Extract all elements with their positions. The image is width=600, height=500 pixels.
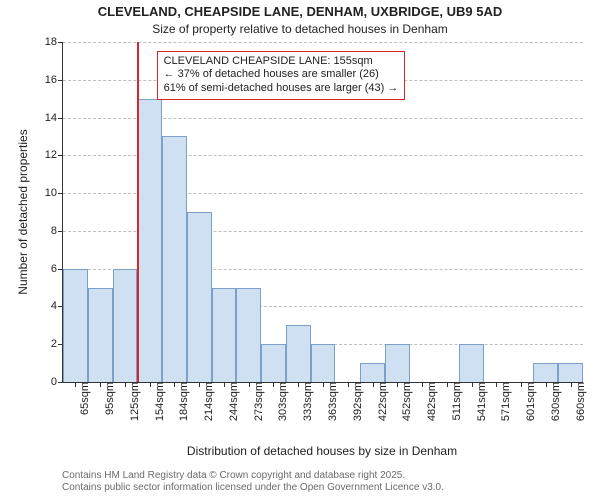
bar <box>187 212 212 382</box>
plot-area: 02468101214161865sqm95sqm125sqm154sqm184… <box>62 42 583 383</box>
bar <box>533 363 558 382</box>
ytick-label: 4 <box>51 300 63 312</box>
annotation-box: CLEVELAND CHEAPSIDE LANE: 155sqm← 37% of… <box>157 51 406 100</box>
bar <box>311 344 336 382</box>
title-line2: Size of property relative to detached ho… <box>152 22 448 36</box>
chart-container: CLEVELAND, CHEAPSIDE LANE, DENHAM, UXBRI… <box>0 0 600 500</box>
xtick-label: 511sqm <box>447 382 463 420</box>
ytick-label: 18 <box>45 36 63 48</box>
xtick-label: 363sqm <box>323 382 339 421</box>
bar <box>558 363 583 382</box>
xtick-label: 541sqm <box>472 382 488 421</box>
bar <box>459 344 484 382</box>
footnote-line2: Contains public sector information licen… <box>62 482 444 494</box>
bar <box>360 363 385 382</box>
bar <box>261 344 286 382</box>
ytick-label: 6 <box>51 263 63 275</box>
xtick-label: 214sqm <box>199 382 215 421</box>
bar <box>385 344 410 382</box>
xtick-label: 273sqm <box>249 382 265 421</box>
bar <box>286 325 311 382</box>
chart-title: CLEVELAND, CHEAPSIDE LANE, DENHAM, UXBRI… <box>0 4 600 19</box>
y-axis-label: Number of detached properties <box>16 42 30 382</box>
xtick-label: 333sqm <box>298 382 314 421</box>
xtick-label: 630sqm <box>546 382 562 421</box>
bar <box>162 136 187 382</box>
xtick-label: 392sqm <box>348 382 364 421</box>
annotation-line: CLEVELAND CHEAPSIDE LANE: 155sqm <box>164 55 399 69</box>
ytick-label: 2 <box>51 338 63 350</box>
bar <box>212 288 237 382</box>
bar <box>236 288 261 382</box>
title-line1: CLEVELAND, CHEAPSIDE LANE, DENHAM, UXBRI… <box>98 4 503 19</box>
ytick-label: 16 <box>45 74 63 86</box>
gridline <box>63 42 583 43</box>
xtick-label: 660sqm <box>571 382 587 421</box>
xtick-label: 244sqm <box>224 382 240 421</box>
ytick-label: 0 <box>51 376 63 388</box>
xtick-label: 422sqm <box>373 382 389 421</box>
xtick-label: 95sqm <box>100 382 116 415</box>
xtick-label: 303sqm <box>273 382 289 421</box>
xtick-label: 154sqm <box>150 382 166 421</box>
bar <box>137 99 162 382</box>
annotation-line: ← 37% of detached houses are smaller (26… <box>164 68 399 82</box>
ytick-label: 10 <box>45 187 63 199</box>
x-axis-label: Distribution of detached houses by size … <box>62 444 582 458</box>
bar <box>113 269 138 382</box>
ytick-label: 8 <box>51 225 63 237</box>
footnote-line1: Contains HM Land Registry data © Crown c… <box>62 470 444 482</box>
footnote: Contains HM Land Registry data © Crown c… <box>62 470 444 494</box>
marker-line <box>137 42 139 382</box>
xtick-label: 571sqm <box>496 382 512 421</box>
ytick-label: 14 <box>45 112 63 124</box>
xtick-label: 452sqm <box>397 382 413 421</box>
ytick-label: 12 <box>45 149 63 161</box>
bar <box>63 269 88 382</box>
annotation-line: 61% of semi-detached houses are larger (… <box>164 82 399 96</box>
xtick-label: 125sqm <box>125 382 141 421</box>
xtick-label: 184sqm <box>174 382 190 421</box>
bar <box>88 288 113 382</box>
xtick-label: 601sqm <box>521 382 537 421</box>
xtick-label: 65sqm <box>75 382 91 415</box>
xtick-label: 482sqm <box>422 382 438 421</box>
chart-subtitle: Size of property relative to detached ho… <box>0 22 600 36</box>
